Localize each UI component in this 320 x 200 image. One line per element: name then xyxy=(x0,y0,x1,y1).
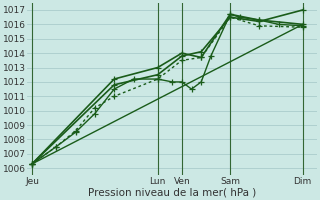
X-axis label: Pression niveau de la mer( hPa ): Pression niveau de la mer( hPa ) xyxy=(88,187,256,197)
